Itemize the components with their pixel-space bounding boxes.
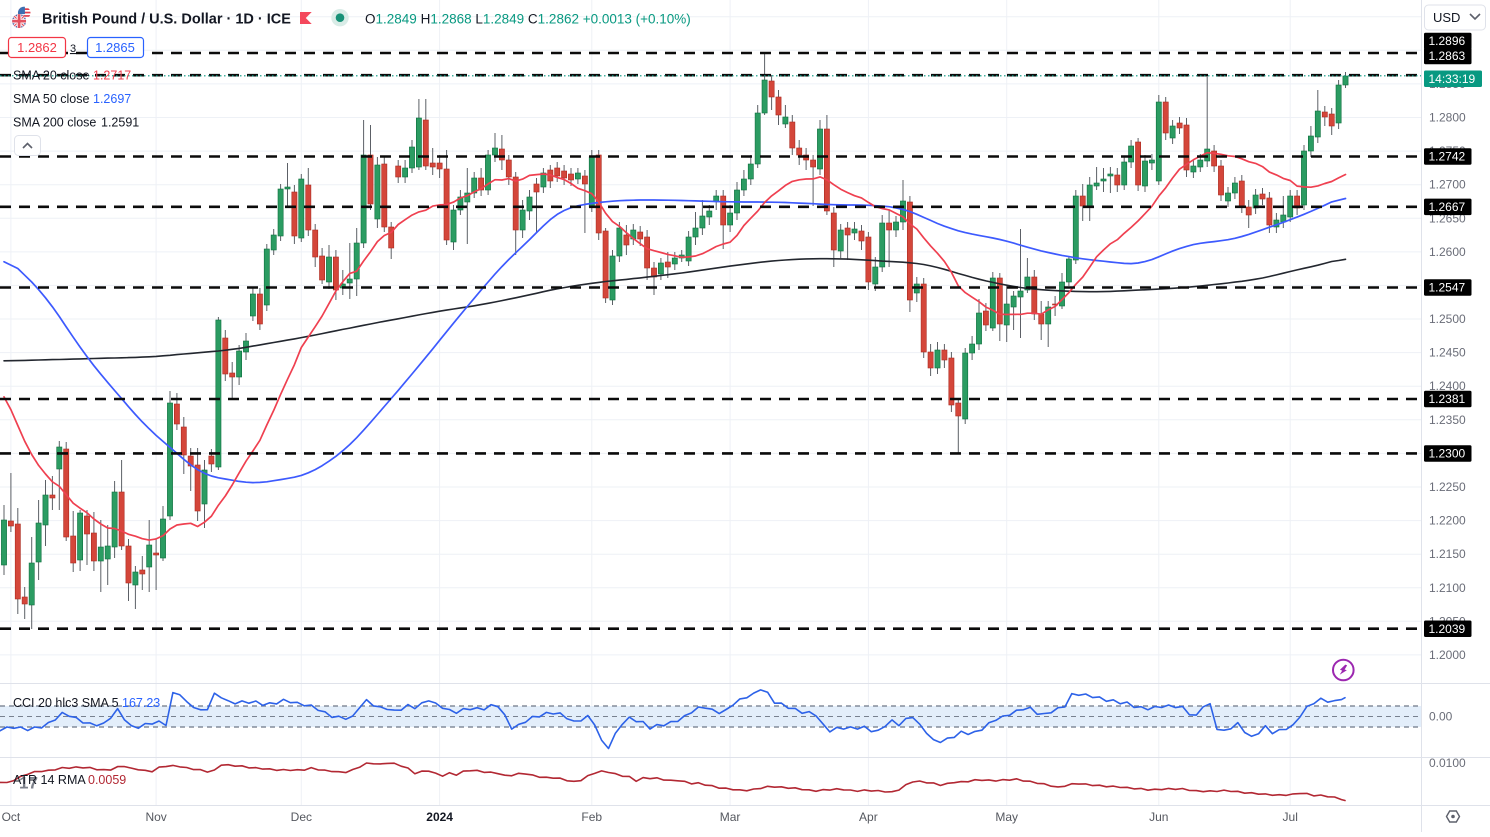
svg-text:SMA 50 close: SMA 50 close bbox=[13, 92, 89, 106]
svg-text:Apr: Apr bbox=[859, 810, 878, 824]
svg-text:1.2250: 1.2250 bbox=[1429, 480, 1466, 494]
svg-text:SMA 20 close: SMA 20 close bbox=[13, 69, 89, 83]
svg-text:Feb: Feb bbox=[581, 810, 602, 824]
svg-text:1.2600: 1.2600 bbox=[1429, 245, 1466, 259]
svg-text:1.2591: 1.2591 bbox=[101, 116, 139, 130]
svg-text:3: 3 bbox=[70, 43, 76, 55]
svg-text:CCI 20 hlc3 SMA 5: CCI 20 hlc3 SMA 5 bbox=[13, 696, 119, 710]
svg-text:1.2697: 1.2697 bbox=[93, 92, 131, 106]
svg-text:May: May bbox=[995, 810, 1018, 824]
svg-text:1.2300: 1.2300 bbox=[1429, 447, 1466, 461]
svg-text:1.2862: 1.2862 bbox=[17, 40, 57, 55]
svg-text:1.2450: 1.2450 bbox=[1429, 346, 1466, 360]
svg-text:USD: USD bbox=[1433, 10, 1460, 25]
svg-text:1.2547: 1.2547 bbox=[1429, 281, 1466, 295]
svg-text:1.2863: 1.2863 bbox=[1429, 49, 1466, 63]
svg-text:0.00: 0.00 bbox=[1429, 710, 1453, 724]
svg-text:1.2200: 1.2200 bbox=[1429, 514, 1466, 528]
svg-text:Dec: Dec bbox=[291, 810, 312, 824]
svg-text:Oct: Oct bbox=[2, 810, 21, 824]
svg-text:1.2717: 1.2717 bbox=[93, 69, 131, 83]
svg-text:1.2896: 1.2896 bbox=[1429, 34, 1466, 48]
svg-text:0.0100: 0.0100 bbox=[1429, 756, 1466, 770]
svg-text:1.2865: 1.2865 bbox=[95, 40, 135, 55]
svg-text:1.2350: 1.2350 bbox=[1429, 413, 1466, 427]
svg-text:2024: 2024 bbox=[426, 810, 453, 824]
svg-text:British Pound / U.S. Dollar ·: British Pound / U.S. Dollar · 1D · ICE bbox=[42, 12, 291, 28]
svg-text:1.2700: 1.2700 bbox=[1429, 178, 1466, 192]
svg-text:1.2100: 1.2100 bbox=[1429, 581, 1466, 595]
svg-text:Jul: Jul bbox=[1283, 810, 1298, 824]
svg-text:Nov: Nov bbox=[145, 810, 166, 824]
svg-text:SMA 200 close: SMA 200 close bbox=[13, 116, 96, 130]
svg-text:Jun: Jun bbox=[1149, 810, 1168, 824]
svg-text:Mar: Mar bbox=[720, 810, 741, 824]
svg-text:1.2381: 1.2381 bbox=[1429, 392, 1466, 406]
svg-text:O1.2849 H1.2868 L1.2849 C1.286: O1.2849 H1.2868 L1.2849 C1.2862 +0.0013 … bbox=[365, 12, 691, 27]
svg-text:1.2500: 1.2500 bbox=[1429, 312, 1466, 326]
svg-text:1.2150: 1.2150 bbox=[1429, 547, 1466, 561]
svg-text:1.2742: 1.2742 bbox=[1429, 150, 1466, 164]
svg-text:167.23: 167.23 bbox=[122, 696, 160, 710]
svg-text:14:33:19: 14:33:19 bbox=[1429, 72, 1476, 86]
svg-text:1.2800: 1.2800 bbox=[1429, 110, 1466, 124]
svg-text:0.0059: 0.0059 bbox=[88, 773, 126, 787]
svg-text:1.2000: 1.2000 bbox=[1429, 648, 1466, 662]
svg-text:1.2667: 1.2667 bbox=[1429, 200, 1466, 214]
svg-text:1.2039: 1.2039 bbox=[1429, 622, 1466, 636]
svg-text:ATR 14 RMA: ATR 14 RMA bbox=[13, 773, 86, 787]
